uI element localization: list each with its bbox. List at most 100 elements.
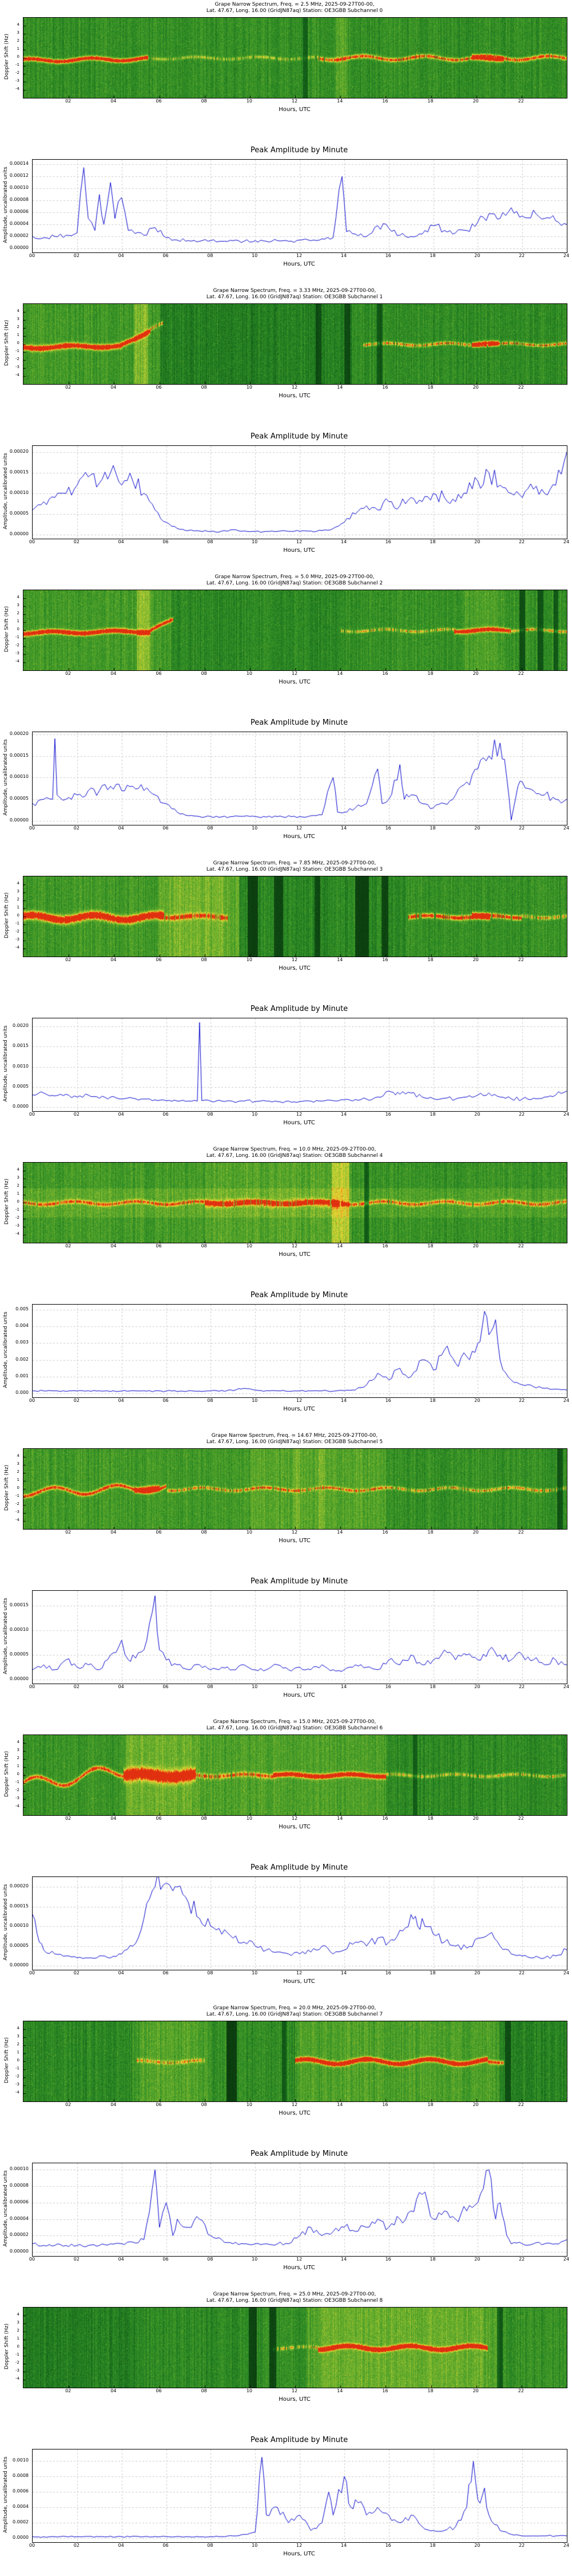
x-tick-label: 02 <box>65 2102 72 2107</box>
x-tick-label: 02 <box>65 2388 72 2393</box>
x-axis-label: Hours, UTC <box>279 679 311 685</box>
chart-title-line2: Lat. 47.67, Long. 16.00 (GridJN87aq) Sta… <box>206 8 383 14</box>
chart-title-line2: Lat. 47.67, Long. 16.00 (GridJN87aq) Sta… <box>206 294 383 300</box>
x-tick-label: 10 <box>246 671 252 676</box>
x-tick-label: 06 <box>162 1684 169 1689</box>
x-tick-label: 18 <box>427 98 434 104</box>
x-tick-label: 08 <box>201 1243 207 1249</box>
y-tick-label: 2 <box>17 1183 19 1188</box>
chart-title-line2: Lat. 47.67, Long. 16.00 (GridJN87aq) Sta… <box>206 580 383 586</box>
y-tick-label: 0.004 <box>15 1323 29 1329</box>
x-tick-label: 04 <box>110 2388 117 2393</box>
x-tick-label: 10 <box>246 2388 252 2393</box>
y-tick-label: 0.00000 <box>9 531 29 537</box>
y-tick-label: 0.00000 <box>9 1676 29 1682</box>
x-tick-label: 08 <box>201 1816 207 1821</box>
chart-title: Peak Amplitude by Minute <box>250 432 348 441</box>
x-tick-label: 22 <box>518 1243 524 1249</box>
x-tick-label: 06 <box>162 2257 169 2262</box>
x-tick-label: 22 <box>518 385 524 390</box>
y-tick-label: 0.0002 <box>13 2519 29 2525</box>
y-tick-label: 2 <box>17 1756 19 1760</box>
y-tick-label: 4 <box>17 2312 19 2317</box>
x-axis-label: Hours, UTC <box>279 965 311 971</box>
doppler-heatmap-canvas <box>23 303 567 385</box>
y-tick-label: -4 <box>15 1231 19 1236</box>
x-tick-label: 14 <box>340 1684 347 1689</box>
x-tick-label: 22 <box>518 671 524 676</box>
y-tick-label: 0.00005 <box>9 796 29 801</box>
y-tick-label: 0.00005 <box>9 1942 29 1948</box>
x-tick-label: 22 <box>519 1684 525 1689</box>
y-tick-label: 2 <box>17 897 19 902</box>
x-tick-label: 24 <box>563 2257 570 2262</box>
y-tick-label: 0.00008 <box>9 197 29 203</box>
y-tick-label: 0.0006 <box>13 2488 29 2494</box>
x-tick-label: 04 <box>118 1112 124 1117</box>
x-tick-label: 16 <box>385 2543 391 2548</box>
y-tick-label: 4 <box>17 881 19 886</box>
y-tick-label: -2 <box>15 1502 19 1506</box>
x-axis-label: Hours, UTC <box>283 1406 315 1412</box>
x-tick-label: 20 <box>472 385 479 390</box>
x-tick-label: 04 <box>118 253 124 258</box>
spectrogram-figure: Grape Narrow Spectrum, Freq. = 14.67 MHz… <box>0 1431 572 1574</box>
x-tick-label: 16 <box>382 957 388 962</box>
x-tick-label: 10 <box>252 1398 258 1403</box>
x-tick-label: 18 <box>427 1816 434 1821</box>
amplitude-line-canvas <box>32 2449 567 2543</box>
x-tick-label: 16 <box>382 98 388 104</box>
spectrogram-figure: Grape Narrow Spectrum, Freq. = 5.0 MHz, … <box>0 572 572 716</box>
x-tick-label: 00 <box>29 825 35 831</box>
y-tick-label: -2 <box>15 1215 19 1220</box>
x-tick-label: 04 <box>110 1530 117 1535</box>
amplitude-line-canvas <box>32 1018 567 1112</box>
y-tick-label: -3 <box>15 2082 19 2087</box>
amplitude-line-canvas <box>32 2163 567 2257</box>
x-tick-label: 10 <box>252 253 258 258</box>
x-tick-label: 14 <box>337 1243 343 1249</box>
x-tick-label: 22 <box>518 1530 524 1535</box>
y-tick-label: 0.00008 <box>9 2183 29 2188</box>
x-tick-label: 12 <box>296 2257 303 2262</box>
y-tick-label: 0 <box>17 341 19 345</box>
x-tick-label: 16 <box>382 1816 388 1821</box>
y-tick-label: 4 <box>17 1167 19 1172</box>
y-tick-label: 0.00010 <box>9 774 29 780</box>
y-tick-label: 0.002 <box>15 1356 29 1362</box>
y-tick-label: 0.00010 <box>9 489 29 495</box>
chart-title-line1: Grape Narrow Spectrum, Freq. = 25.0 MHz,… <box>213 2291 376 2297</box>
x-tick-label: 02 <box>73 1112 80 1117</box>
x-axis-label: Hours, UTC <box>279 2110 311 2116</box>
y-tick-label: 0.0015 <box>13 1043 29 1049</box>
x-tick-label: 24 <box>563 253 570 258</box>
x-tick-label: 22 <box>519 825 525 831</box>
x-axis-label: Hours, UTC <box>283 261 315 267</box>
x-tick-label: 06 <box>162 539 169 544</box>
y-tick-label: 0.0000 <box>13 2535 29 2541</box>
y-tick-label: 2 <box>17 2042 19 2046</box>
x-axis-label: Hours, UTC <box>283 833 315 840</box>
spectrogram-figure: Grape Narrow Spectrum, Freq. = 20.0 MHz,… <box>0 2004 572 2147</box>
x-tick-label: 06 <box>156 98 162 104</box>
x-tick-label: 08 <box>201 1530 207 1535</box>
y-tick-label: -4 <box>15 86 19 91</box>
x-tick-label: 06 <box>162 253 169 258</box>
y-tick-label: 2 <box>17 611 19 615</box>
x-tick-label: 22 <box>519 1398 525 1403</box>
y-tick-label: -2 <box>15 1788 19 1792</box>
y-tick-label: 0.0008 <box>13 2473 29 2479</box>
x-tick-label: 18 <box>430 2543 436 2548</box>
y-tick-label: -2 <box>15 357 19 361</box>
y-tick-label: 1 <box>17 905 19 910</box>
x-tick-label: 20 <box>474 1112 480 1117</box>
x-tick-label: 16 <box>382 385 388 390</box>
x-tick-label: 14 <box>337 2388 343 2393</box>
x-tick-label: 10 <box>246 385 252 390</box>
y-tick-label: 1 <box>17 1191 19 1196</box>
chart-title: Peak Amplitude by Minute <box>250 1577 348 1586</box>
x-tick-label: 08 <box>201 957 207 962</box>
x-tick-label: 08 <box>201 671 207 676</box>
x-tick-label: 10 <box>246 1243 252 1249</box>
x-tick-label: 20 <box>472 671 479 676</box>
